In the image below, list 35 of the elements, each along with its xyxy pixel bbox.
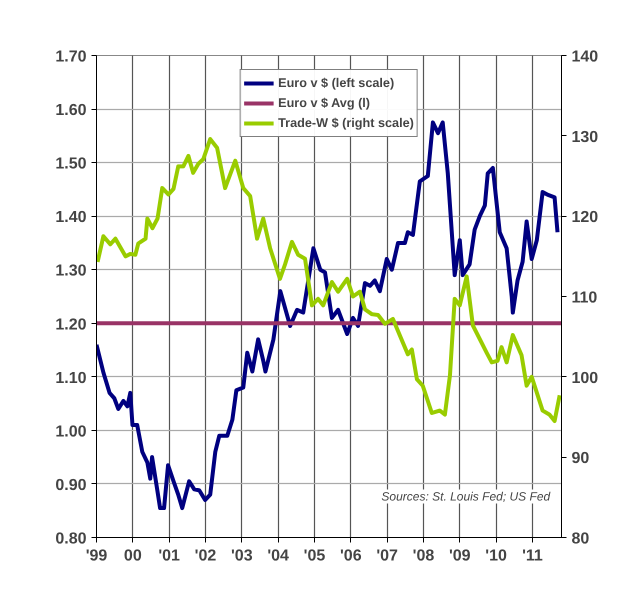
- legend-label: Trade-W $ (right scale): [278, 116, 414, 130]
- y-tick-label: 1.50: [55, 156, 87, 173]
- x-tick-label: '02: [194, 548, 216, 564]
- y-tick-label: 1.40: [55, 209, 87, 226]
- x-tick-label: '11: [522, 548, 543, 564]
- x-tick-label: '10: [485, 548, 508, 564]
- y-tick-label: 1.60: [55, 102, 87, 120]
- y2-tick-label: 120: [572, 209, 598, 226]
- y-tick-label: 1.70: [55, 48, 87, 66]
- annotation: Sources: St. Louis Fed; US Fed: [381, 490, 550, 504]
- y-tick-label: 1.10: [55, 370, 87, 387]
- y2-tick-label: 110: [572, 290, 598, 306]
- x-tick-label: '09: [448, 548, 471, 564]
- y2-tick-label: 100: [572, 370, 598, 387]
- x-tick-label: '99: [86, 548, 108, 564]
- y2-tick-label: 130: [572, 128, 598, 146]
- x-tick-label: 00: [124, 548, 142, 564]
- x-tick-label: '07: [376, 548, 398, 564]
- y2-tick-label: 140: [572, 48, 598, 66]
- line-series: [96, 137, 562, 424]
- x-tick-label: '04: [267, 548, 290, 564]
- x-tick-label: '03: [231, 548, 253, 564]
- x-tick-label: '05: [304, 548, 326, 564]
- y-tick-label: 0.90: [55, 476, 87, 494]
- x-tick-label: '01: [158, 548, 180, 564]
- y-tick-label: 0.80: [55, 530, 87, 548]
- legend-label: Euro v $ (left scale): [278, 76, 394, 90]
- x-tick-label: '06: [340, 548, 362, 564]
- y-tick-label: 1.30: [55, 262, 87, 280]
- legend-label: Euro v $ Avg (l): [278, 96, 370, 110]
- y2-tick-label: 90: [572, 450, 590, 468]
- x-tick-label: '08: [412, 548, 434, 564]
- y-tick-label: 1.20: [55, 316, 87, 334]
- y-tick-label: 1.00: [55, 423, 87, 440]
- y2-tick-label: 80: [572, 530, 590, 548]
